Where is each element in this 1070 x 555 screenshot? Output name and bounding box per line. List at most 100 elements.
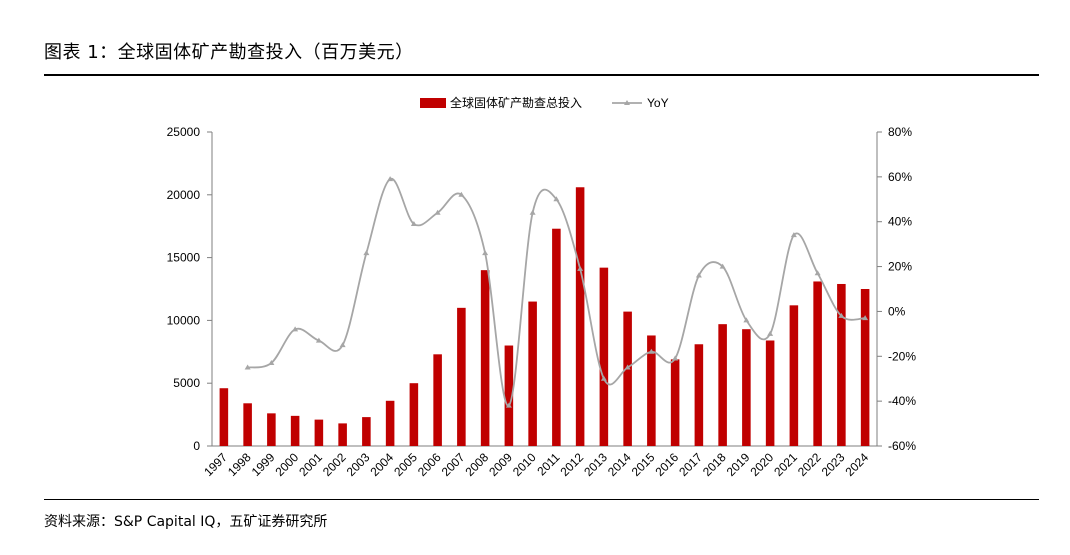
legend-bar-swatch — [420, 98, 446, 108]
bar — [670, 359, 680, 446]
x-tick-label: 2001 — [296, 450, 325, 479]
left-tick-label: 25000 — [167, 125, 201, 139]
right-tick-label: -60% — [888, 439, 916, 453]
yoy-point — [505, 402, 512, 408]
yoy-point — [292, 326, 299, 332]
bar — [267, 413, 276, 446]
x-tick-label: 1997 — [201, 450, 230, 479]
left-tick-label: 10000 — [167, 313, 201, 327]
bar — [314, 419, 324, 446]
x-tick-label: 2003 — [344, 450, 373, 479]
x-tick-label: 2012 — [557, 450, 586, 479]
x-tick-label: 2019 — [724, 450, 753, 479]
yoy-point — [719, 263, 726, 269]
yoy-point — [339, 342, 346, 348]
x-tick-label: 2018 — [700, 450, 729, 479]
bar — [528, 301, 537, 446]
yoy-point — [600, 375, 607, 381]
yoy-point — [482, 250, 489, 256]
x-tick-label: 2010 — [510, 450, 539, 479]
x-tick-label: 2013 — [581, 450, 610, 479]
bar — [647, 335, 656, 446]
legend-line-label: YoY — [647, 96, 669, 110]
right-tick-label: -20% — [888, 349, 916, 363]
top-rule — [44, 74, 1039, 76]
yoy-point — [553, 196, 560, 202]
yoy-point — [624, 364, 631, 370]
yoy-point — [529, 209, 536, 215]
bar — [385, 400, 395, 446]
yoy-point — [244, 364, 251, 370]
yoy-point — [790, 232, 797, 238]
bar — [433, 354, 442, 446]
legend-line-marker — [624, 100, 630, 105]
right-tick-label: 40% — [888, 215, 912, 229]
yoy-point — [814, 270, 821, 276]
bar — [860, 289, 870, 446]
source-note: 资料来源：S&P Capital IQ，五矿证券研究所 — [44, 514, 328, 530]
yoy-point — [363, 250, 370, 256]
x-tick-label: 2009 — [486, 450, 515, 479]
yoy-point — [695, 272, 702, 278]
x-tick-label: 2000 — [272, 450, 301, 479]
left-tick-label: 0 — [193, 439, 200, 453]
yoy-point — [315, 337, 322, 343]
yoy-point — [458, 191, 465, 197]
x-tick-label: 2021 — [771, 450, 800, 479]
bar — [457, 307, 466, 446]
x-tick-label: 2023 — [819, 450, 848, 479]
x-tick-label: 2004 — [367, 450, 396, 479]
yoy-point — [672, 355, 679, 361]
yoy-point — [410, 220, 417, 226]
bar — [504, 345, 514, 446]
x-tick-label: 2002 — [320, 450, 349, 479]
bar — [789, 305, 799, 446]
yoy-point — [648, 348, 655, 354]
x-tick-label: 2006 — [415, 450, 444, 479]
x-tick-label: 2020 — [747, 450, 776, 479]
x-tick-label: 2022 — [795, 450, 824, 479]
bar — [243, 403, 252, 446]
right-tick-label: 20% — [888, 260, 912, 274]
x-tick-label: 2015 — [629, 450, 658, 479]
yoy-point — [577, 265, 584, 271]
yoy-point — [838, 312, 845, 318]
bar — [837, 283, 846, 446]
bar — [362, 417, 371, 446]
x-tick-label: 2005 — [391, 450, 420, 479]
x-tick-label: 2007 — [439, 450, 468, 479]
bar — [718, 324, 727, 446]
bar — [409, 383, 419, 446]
left-tick-label: 20000 — [167, 188, 201, 202]
yoy-point — [268, 360, 275, 366]
bar — [694, 344, 704, 446]
bar — [599, 267, 609, 446]
yoy-point — [767, 330, 774, 336]
bar — [575, 187, 585, 446]
yoy-point — [387, 176, 394, 182]
x-tick-label: 1999 — [249, 450, 278, 479]
right-tick-label: 0% — [888, 304, 906, 318]
bar — [552, 228, 561, 446]
bar — [290, 415, 300, 446]
figure-title: 图表 1：全球固体矿产勘查投入（百万美元） — [44, 42, 414, 63]
right-tick-label: 60% — [888, 170, 912, 184]
bar — [813, 281, 822, 446]
bar — [219, 388, 229, 446]
right-tick-label: 80% — [888, 125, 912, 139]
yoy-point — [862, 315, 869, 321]
x-tick-label: 2011 — [534, 450, 562, 478]
x-tick-label: 2014 — [605, 450, 634, 479]
x-tick-label: 2008 — [462, 450, 491, 479]
bar — [765, 340, 775, 446]
yoy-point — [743, 317, 750, 323]
yoy-point — [434, 209, 441, 215]
x-tick-label: 1998 — [225, 450, 254, 479]
bar — [623, 311, 632, 446]
left-tick-label: 5000 — [173, 376, 200, 390]
right-tick-label: -40% — [888, 394, 916, 408]
legend-bar-label: 全球固体矿产勘查总投入 — [450, 95, 582, 110]
bar — [338, 423, 347, 446]
x-tick-label: 2016 — [652, 450, 681, 479]
